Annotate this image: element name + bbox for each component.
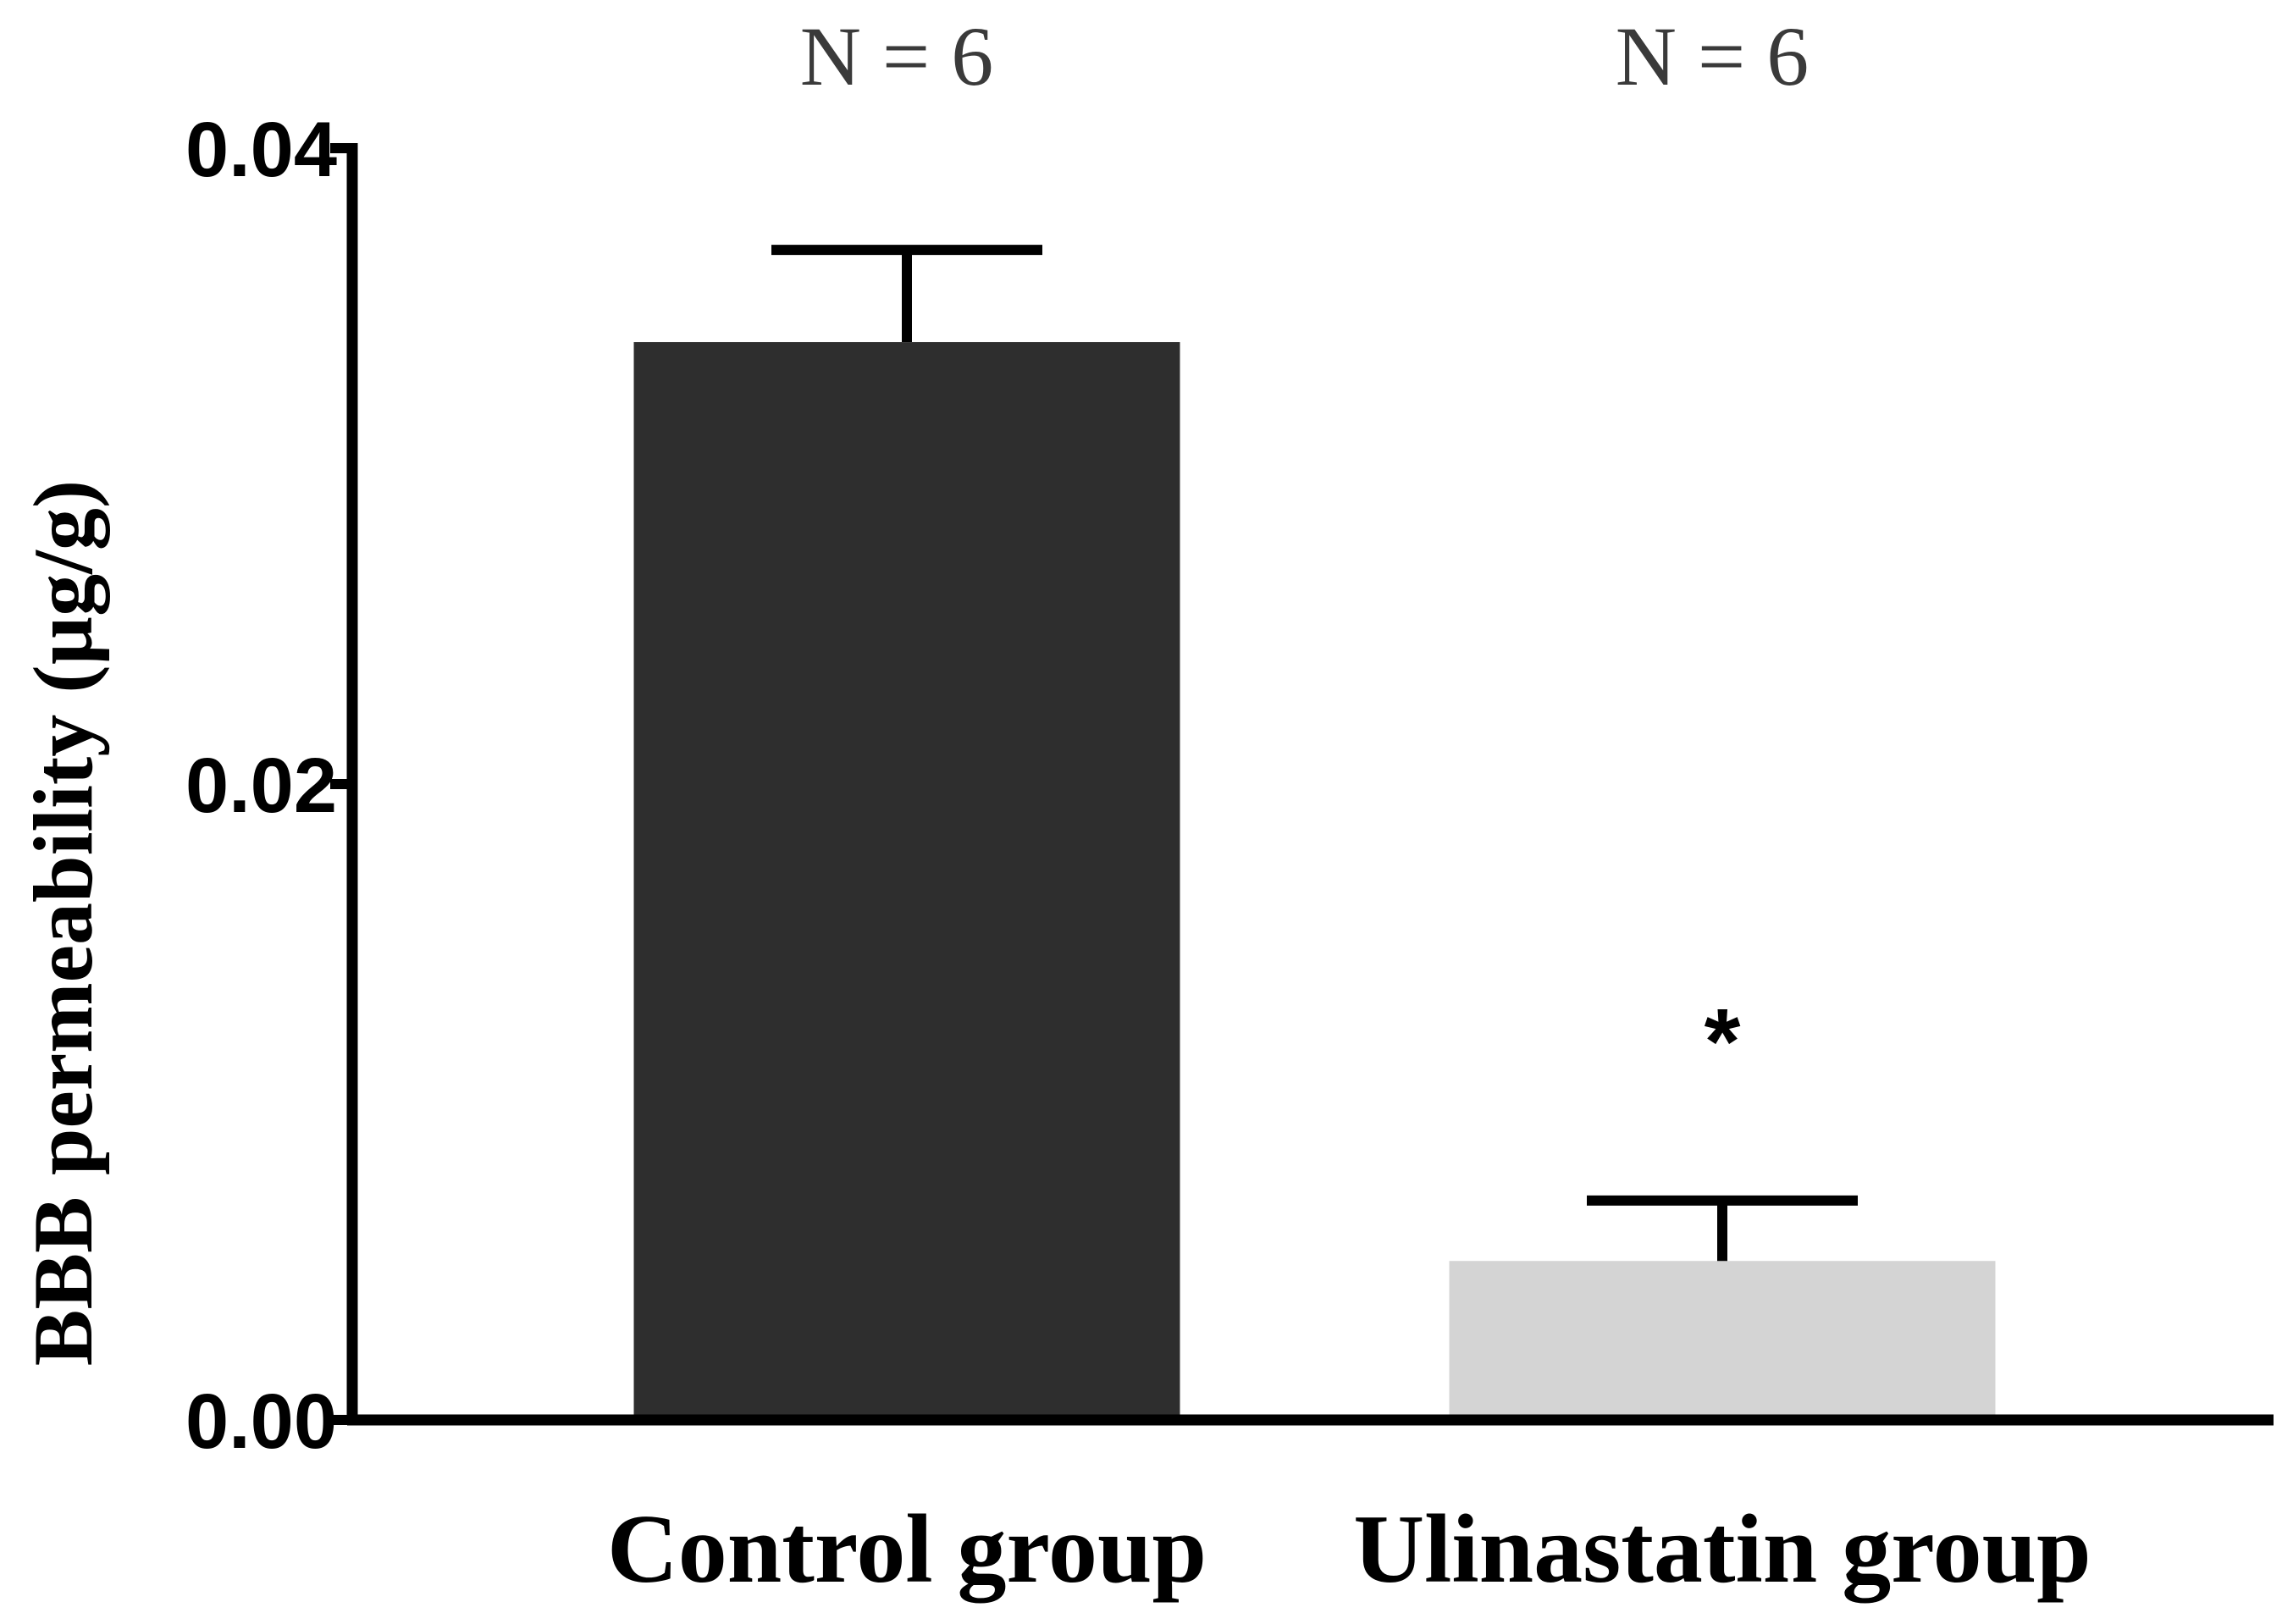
axes [346,143,2274,1426]
significance-marker: * [1705,990,1741,1094]
y-tick-label-3: 0.04 [185,107,337,193]
y-tick-label-1: 0.00 [185,1378,337,1465]
y-axis-title-group: BBB permeability (µg/g) [16,480,110,1366]
category-label-ulinastatin-group: Ulinastatin group [1353,1495,2091,1604]
sample-size-label-1: N = 6 [800,9,994,103]
y-axis-ticks: 0.00 0.02 0.04 [185,107,352,1465]
y-axis-title: BBB permeability (µg/g) [16,480,110,1366]
bar-ulinastatin-group [1449,1261,1996,1420]
category-label-control-group: Control group [607,1495,1207,1604]
bar-control-group [633,342,1180,1421]
error-bars [771,245,1858,1262]
y-tick-label-2: 0.02 [185,743,337,829]
significance-annotations: * [1705,990,1741,1094]
sample-size-labels: N = 6 N = 6 [800,9,1810,103]
category-labels: Control group Ulinastatin group [607,1495,2091,1604]
sample-size-label-2: N = 6 [1616,9,1810,103]
bars [633,342,1996,1421]
